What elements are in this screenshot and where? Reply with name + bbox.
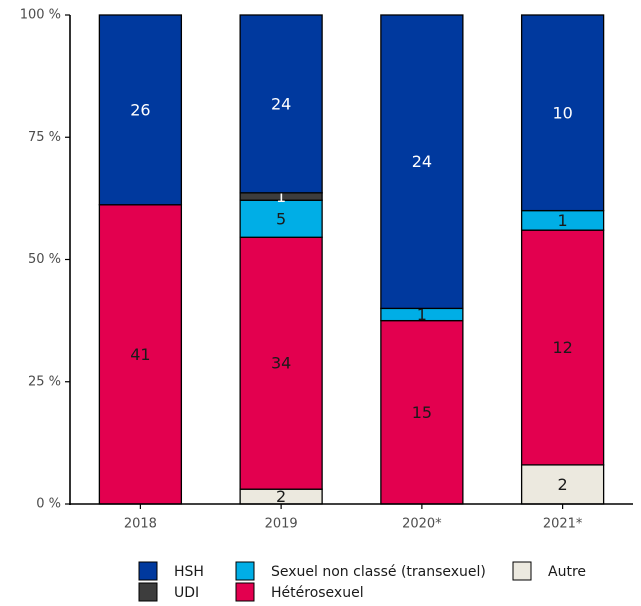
data-label: 1	[417, 305, 427, 324]
y-axis: 0 % 25 % 50 % 75 % 100 %	[20, 8, 71, 512]
data-label: 2	[276, 487, 286, 506]
data-label: 5	[276, 209, 286, 228]
y-tick-label: 100 %	[20, 8, 61, 23]
x-tick-label: 2021*	[543, 517, 583, 532]
y-tick-label: 0 %	[36, 497, 61, 512]
bar-segment-2020*-HSH	[380, 14, 464, 310]
data-label: 1	[276, 187, 286, 206]
y-tick-label: 25 %	[28, 374, 61, 389]
x-tick-label: 2018	[124, 517, 157, 532]
data-label: 12	[552, 338, 572, 357]
legend-label: Sexuel non classé (transexuel)	[271, 564, 486, 580]
legend-swatch	[138, 561, 158, 581]
data-label: 24	[271, 94, 291, 113]
data-label: 1	[558, 211, 568, 230]
legend-swatch	[235, 561, 255, 581]
bar-segment-2021*-Autre	[520, 464, 605, 505]
bar-segment-2018-HSH	[98, 14, 183, 206]
legend-item: HSH	[138, 561, 204, 581]
legend-label: Hétérosexuel	[271, 585, 364, 601]
bar-segment-2019-Hétérosexuel	[239, 236, 323, 490]
legend-label: HSH	[174, 564, 204, 580]
bar-segment-2019-HSH	[239, 14, 323, 194]
legend-swatch	[512, 561, 532, 581]
legend-item: Sexuel non classé (transexuel)	[235, 561, 486, 581]
x-axis: 2018 2019 2020* 2021*	[69, 503, 633, 532]
legend-swatch	[138, 582, 158, 602]
data-label: 26	[130, 100, 150, 119]
data-label: 41	[130, 345, 150, 364]
bar-segment-2018-Hétérosexuel	[98, 204, 183, 505]
x-tick-label: 2019	[265, 517, 298, 532]
legend-item: UDI	[138, 582, 199, 602]
bar-segment-2021*-HSH	[520, 14, 605, 212]
legend-label: Autre	[548, 564, 586, 580]
data-label: 24	[412, 152, 432, 171]
legend: HSH Sexuel non classé (transexuel) Autre UD…	[138, 561, 586, 602]
bar-segment-2020*-Hétérosexuel	[380, 319, 464, 505]
legend-item: Hétérosexuel	[235, 582, 364, 602]
data-label: 10	[552, 103, 572, 122]
y-tick-label: 75 %	[28, 130, 61, 145]
bar-segment-2021*-Hétérosexuel	[520, 229, 605, 466]
legend-swatch	[235, 582, 255, 602]
data-label: 15	[412, 403, 432, 422]
legend-label: UDI	[174, 585, 199, 601]
data-label: 2	[558, 475, 568, 494]
x-tick-label: 2020*	[402, 517, 442, 532]
data-label: 34	[271, 354, 291, 373]
bars-group: 41 26 2 34 5 1 24 15 1 24 2 12 1 10	[98, 14, 605, 506]
y-tick-label: 50 %	[28, 252, 61, 267]
legend-item: Autre	[512, 561, 586, 581]
